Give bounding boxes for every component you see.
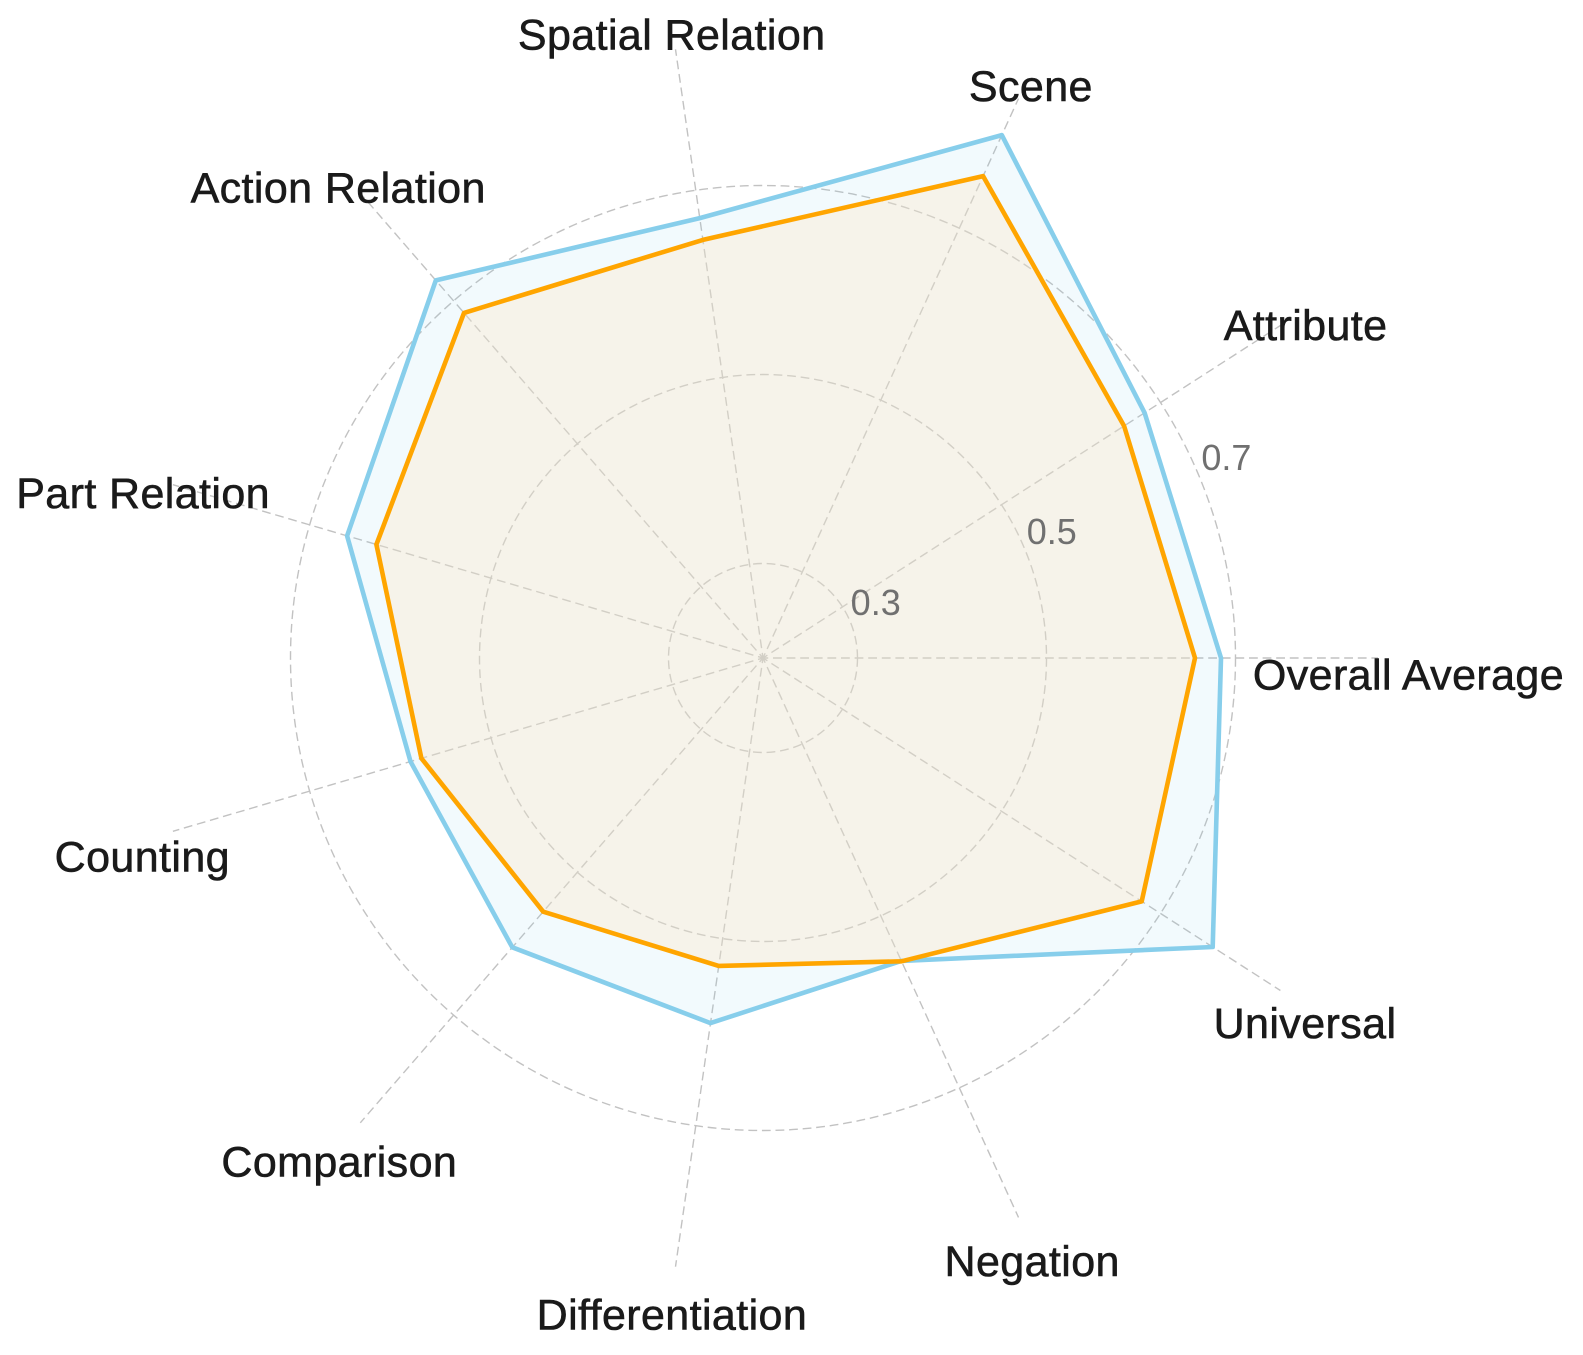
svg-text:Counting: Counting xyxy=(55,834,230,882)
svg-text:Action Relation: Action Relation xyxy=(191,165,486,213)
svg-text:0.5: 0.5 xyxy=(1027,511,1077,552)
svg-text:Part Relation: Part Relation xyxy=(16,470,270,518)
svg-text:Spatial Relation: Spatial Relation xyxy=(518,11,826,59)
svg-text:Attribute: Attribute xyxy=(1224,302,1388,350)
svg-text:Universal: Universal xyxy=(1214,1000,1397,1048)
svg-text:0.7: 0.7 xyxy=(1201,437,1251,478)
svg-text:0.3: 0.3 xyxy=(851,582,901,623)
svg-text:Scene: Scene xyxy=(969,63,1093,111)
svg-text:Comparison: Comparison xyxy=(221,1138,457,1186)
svg-text:Negation: Negation xyxy=(945,1238,1120,1286)
svg-text:Differentiation: Differentiation xyxy=(537,1292,808,1340)
svg-text:Overall Average: Overall Average xyxy=(1253,651,1564,699)
